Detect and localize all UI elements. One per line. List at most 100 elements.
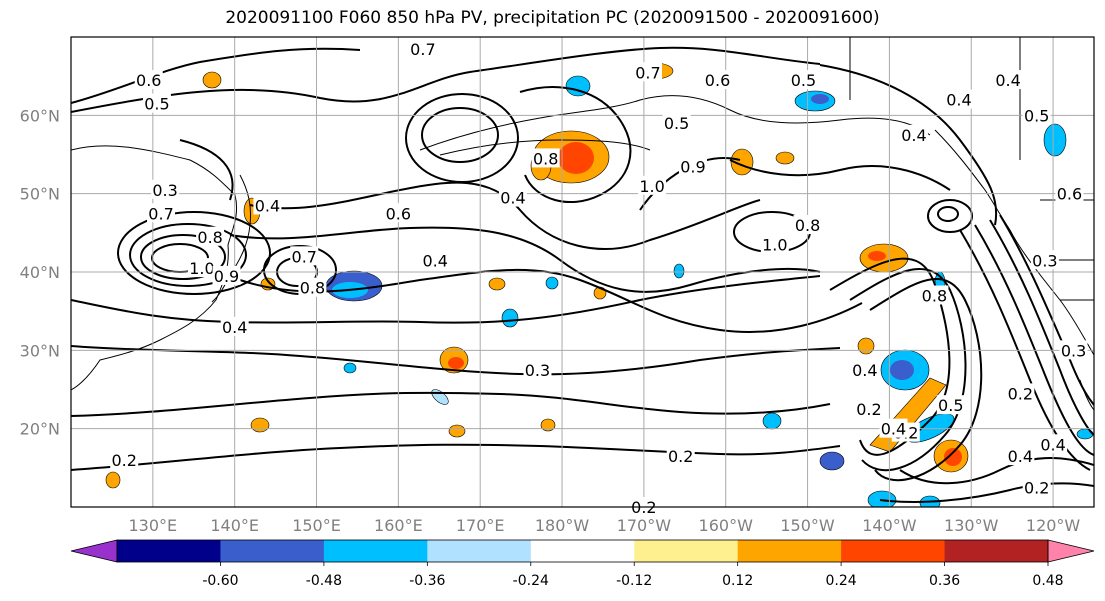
contour-label: 0.8 bbox=[795, 216, 820, 235]
contour-labels: 0.6 0.5 0.3 0.7 0.8 1.0 0.9 0.4 0.4 0.7 0.8 0.6 0.4 0… bbox=[110, 38, 1088, 517]
contour-label-bg bbox=[147, 203, 176, 223]
contour-label: 0.5 bbox=[144, 95, 169, 114]
colorbar bbox=[70, 539, 1095, 563]
contour-label: 0.4 bbox=[1040, 435, 1065, 454]
contour-label: 0.2 bbox=[111, 451, 136, 470]
contour-label-bg bbox=[298, 277, 327, 297]
latitude-tick-labels: 60°N 50°N 40°N 30°N 20°N bbox=[20, 106, 60, 438]
contour-label-bg bbox=[1006, 383, 1035, 403]
contour-label-bg bbox=[142, 93, 171, 113]
lat-tick-label: 20°N bbox=[20, 420, 60, 439]
colorbar-tick-label: 0.48 bbox=[1032, 573, 1063, 589]
contour-label-bg bbox=[220, 316, 249, 336]
colorbar-frame bbox=[116, 539, 1049, 563]
contour-label: 0.6 bbox=[705, 71, 730, 90]
contour-label: 1.0 bbox=[762, 236, 787, 255]
contour-label: 0.4 bbox=[255, 196, 280, 215]
contour-label: 0.4 bbox=[222, 318, 247, 337]
contour-label-bg bbox=[523, 359, 552, 379]
contour-label: 0.4 bbox=[500, 189, 525, 208]
contour-label-bg bbox=[187, 258, 216, 278]
contour-label-bg bbox=[854, 399, 883, 419]
contour-label-bg bbox=[944, 89, 973, 109]
colorbar-segment bbox=[323, 540, 428, 562]
contour-label: 0.9 bbox=[680, 157, 705, 176]
contour-label: 0.4 bbox=[422, 251, 447, 270]
contour-label-bg bbox=[1039, 434, 1068, 454]
contour-label: 0.4 bbox=[901, 126, 926, 145]
lon-tick-label: 170°E bbox=[456, 516, 505, 535]
lon-tick-label: 120°W bbox=[1026, 516, 1081, 535]
contour-label: 0.3 bbox=[1032, 251, 1057, 270]
contour-label-bg bbox=[994, 70, 1023, 90]
lat-tick-label: 30°N bbox=[20, 341, 60, 360]
lon-tick-label: 180°W bbox=[535, 516, 590, 535]
contour-label: 0.8 bbox=[533, 149, 558, 168]
contour-label: 0.2 bbox=[1008, 384, 1033, 403]
colorbar-segment bbox=[530, 540, 635, 562]
contour-label-bg bbox=[879, 418, 908, 438]
contour-label: 0.3 bbox=[1061, 341, 1086, 360]
lat-tick-label: 60°N bbox=[20, 106, 60, 125]
colorbar-extend-low bbox=[70, 539, 118, 563]
contour-label: 0.8 bbox=[300, 279, 325, 298]
colorbar-segment bbox=[634, 540, 739, 562]
contour-label-bg bbox=[253, 195, 282, 215]
colorbar-segment bbox=[427, 540, 532, 562]
contour-label-bg bbox=[920, 285, 949, 305]
lon-tick-label: 130°W bbox=[944, 516, 999, 535]
contour-label: 0.4 bbox=[995, 71, 1020, 90]
contour-label: 0.6 bbox=[136, 71, 161, 90]
colorbar-segment bbox=[944, 540, 1049, 562]
lon-tick-label: 160°E bbox=[374, 516, 423, 535]
contour-label-bg bbox=[662, 113, 691, 133]
colorbar-extend-high bbox=[1047, 539, 1095, 563]
colorbar-tick-label: -0.36 bbox=[409, 573, 445, 589]
lon-tick-label: 160°W bbox=[699, 516, 754, 535]
contour-label: 0.5 bbox=[791, 71, 816, 90]
contour-label-bg bbox=[151, 179, 180, 199]
contour-label-bg bbox=[1059, 340, 1088, 360]
contour-label-bg bbox=[793, 215, 822, 234]
colorbar-segment bbox=[737, 540, 842, 562]
contour-label-bg bbox=[1006, 446, 1035, 466]
contour-label-bg bbox=[290, 246, 319, 266]
lon-tick-label: 130°E bbox=[129, 516, 178, 535]
contour-label-bg bbox=[1022, 477, 1051, 497]
contour-label: 0.5 bbox=[664, 114, 689, 133]
longitude-tick-labels: 130°E 140°E 150°E 160°E 170°E 180°W 170°W 160°W… bbox=[129, 516, 1081, 535]
contour-label-bg bbox=[789, 70, 818, 90]
contour-label-bg bbox=[638, 175, 667, 195]
contour-label: 0.2 bbox=[1024, 478, 1049, 497]
gridlines bbox=[71, 37, 1094, 507]
contour-label: 0.7 bbox=[292, 247, 317, 266]
contour-label-bg bbox=[134, 70, 163, 90]
colorbar-tick-label: 0.24 bbox=[826, 573, 857, 589]
contour-label: 1.0 bbox=[639, 177, 664, 196]
contour-label: 0.6 bbox=[1057, 185, 1082, 204]
contour-label-bg bbox=[1055, 183, 1084, 203]
contour-label-bg bbox=[760, 234, 789, 254]
contour-label-bg bbox=[633, 62, 662, 82]
contour-label: 0.8 bbox=[922, 287, 947, 306]
contour-label-bg bbox=[531, 148, 560, 168]
map-frame bbox=[70, 36, 1095, 508]
colorbar-tick-label: 0.12 bbox=[722, 573, 753, 589]
colorbar-tick-label: -0.60 bbox=[202, 573, 238, 589]
contour-label-bg bbox=[703, 70, 732, 90]
colorbar-segment bbox=[841, 540, 946, 562]
contour-label: 0.7 bbox=[148, 204, 173, 223]
contour-label: 0.4 bbox=[852, 361, 877, 380]
contour-label-bg bbox=[110, 450, 139, 469]
contour-label-bg bbox=[936, 395, 965, 415]
contour-label: 0.7 bbox=[410, 40, 435, 59]
contour-label-bg bbox=[498, 187, 527, 207]
contour-label: 0.6 bbox=[386, 204, 411, 223]
contour-label: 0.3 bbox=[152, 181, 177, 200]
colorbar-tick-label: 0.36 bbox=[929, 573, 960, 589]
contour-label: 0.4 bbox=[946, 91, 971, 110]
contour-label-bg bbox=[421, 250, 450, 270]
contour-label-bg bbox=[899, 124, 928, 144]
contour-label-bg bbox=[678, 156, 707, 176]
contour-label-bg bbox=[1030, 250, 1059, 270]
